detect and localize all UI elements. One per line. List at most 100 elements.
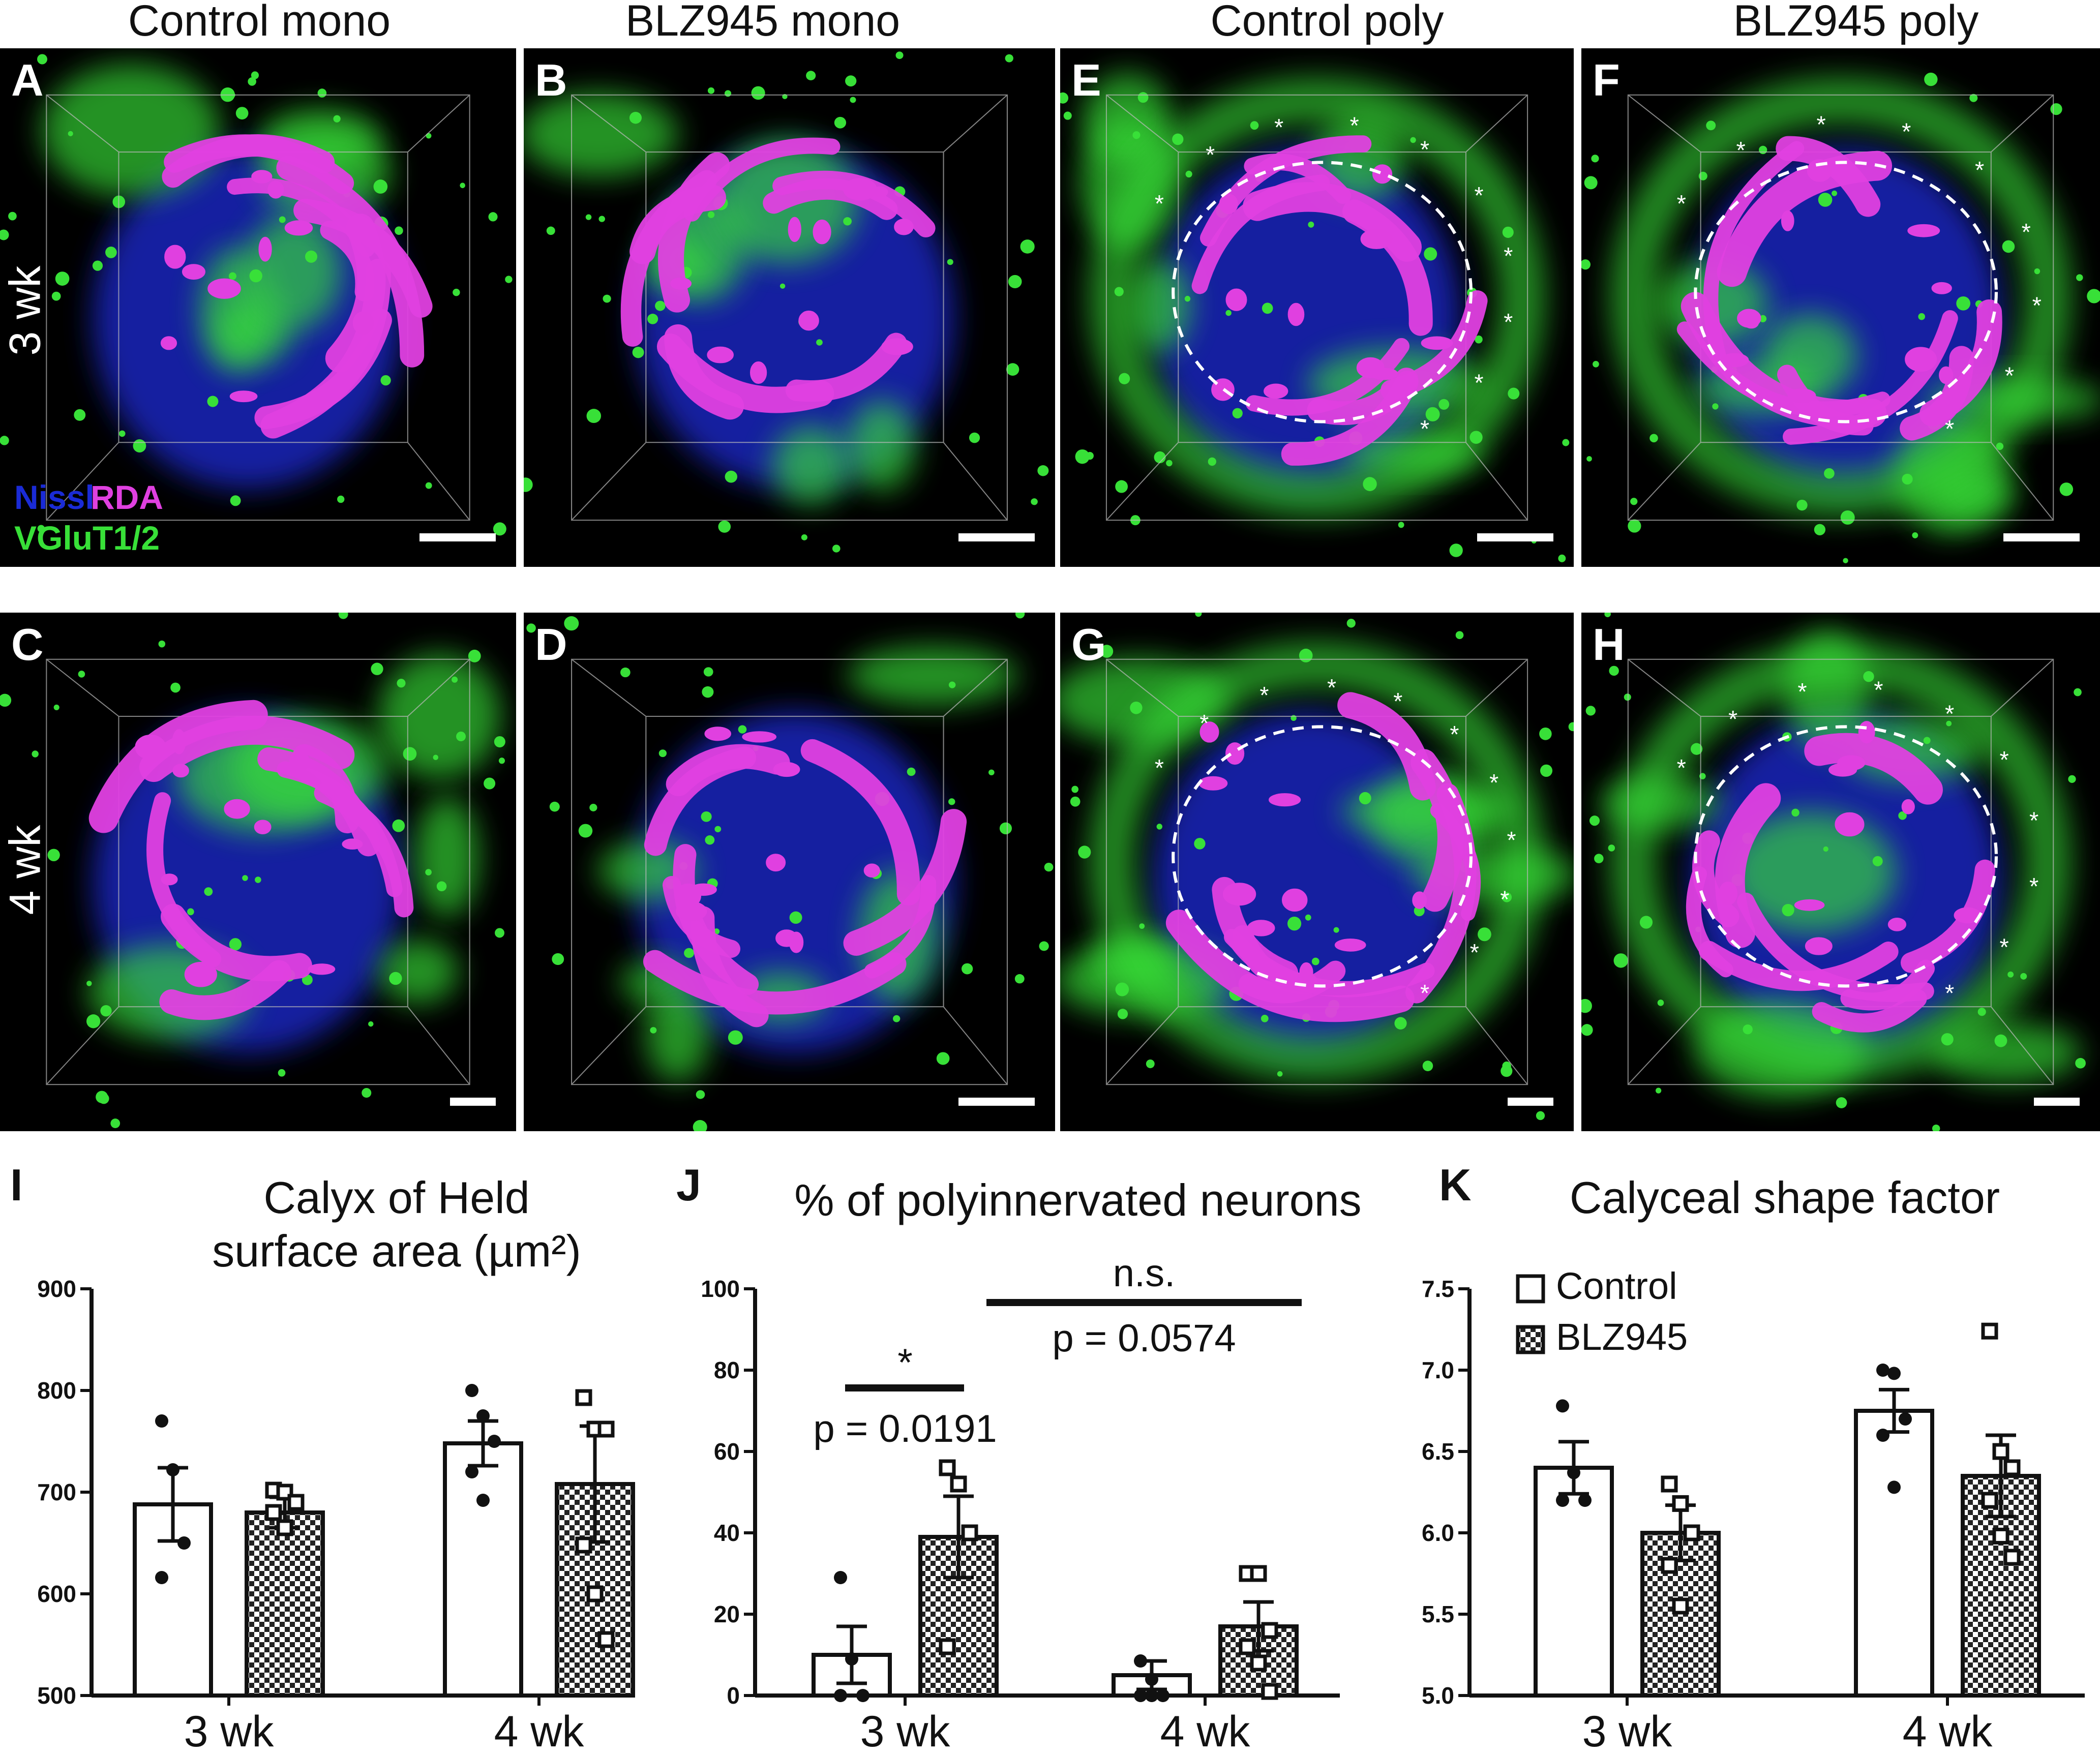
panel-letter: C [11,619,44,670]
vglut-punctum [1146,1060,1155,1069]
vglut-punctum [1287,916,1302,931]
vglut-punctum [1581,998,1592,1013]
vglut-asterisk: * [1199,710,1209,736]
point-control [1876,1364,1889,1377]
vglut-punctum [494,736,505,748]
vglut-asterisk: * [1206,142,1215,168]
vglut-punctum [1475,335,1483,344]
vglut-punctum [1843,558,1848,563]
vglut-punctum [1071,785,1078,793]
y-tick-label: 800 [37,1377,76,1404]
y-tick-label: 20 [714,1601,740,1627]
vglut-punctum [650,1027,657,1034]
point-control [1567,1466,1580,1479]
vglut-punctum [1657,1000,1664,1006]
calyx-bouton [788,217,801,242]
postsynaptic-outline [1694,725,1998,988]
calyx-bouton [1287,302,1305,326]
vglut-punctum [1501,1065,1513,1077]
p-value-4wk: p = 0.0574 [1052,1317,1236,1360]
vglut-punctum [714,826,722,833]
row-label-4wk: 4 wk [1,825,50,915]
vglut-asterisk: * [1945,415,1954,442]
calyx-bouton [766,854,786,872]
calyx-bouton [172,764,189,778]
vglut-asterisk: * [1507,827,1516,853]
vglut-punctum [1166,460,1173,467]
vglut-punctum [1912,532,1918,538]
render-bounding-box [1105,94,1528,521]
vglut-punctum [1394,1017,1407,1030]
vglut-punctum [1562,439,1570,446]
x-category-label: 3 wk [860,1707,951,1755]
vglut-punctum [2020,973,2027,980]
vglut-punctum [586,409,602,423]
calyx-bouton [1222,883,1256,906]
vglut-punctum [850,97,856,103]
vglut-punctum [1063,111,1072,120]
point-blz945 [1981,1492,1998,1509]
vglut-punctum [436,881,447,892]
calyx-bouton [1931,282,1952,294]
graph-title-j: % of polyinnervated neurons [794,1175,1362,1225]
point-blz945 [939,1638,956,1655]
x-category-label: 4 wk [494,1707,585,1755]
vglut-punctum [2002,240,2015,253]
calyx-branch [162,134,335,188]
y-tick-label: 5.5 [1422,1601,1454,1627]
vglut-punctum [1613,953,1628,968]
calyx-bouton [863,863,880,877]
vglut-punctum [1422,1061,1433,1071]
calyx-branch [1703,141,1805,365]
vglut-punctum [1305,914,1311,921]
calyx-bouton [1794,899,1825,911]
panel-letter: F [1593,55,1620,105]
y-tick-label: 80 [714,1357,740,1383]
vglut-punctum [1114,287,1124,296]
vglut-asterisk: * [1474,182,1483,208]
vglut-cluster [1125,258,1191,353]
point-control [155,1414,168,1428]
vglut-punctum [693,1120,707,1131]
point-blz945 [1239,1638,1256,1655]
vglut-punctum [816,339,823,346]
vglut-punctum [1455,631,1464,640]
calyx-bouton [1412,891,1427,909]
vglut-punctum [1712,403,1719,410]
vglut-punctum [1311,957,1319,965]
vglut-punctum [1014,974,1025,984]
calyx-bouton [172,729,186,754]
vglut-punctum [1540,764,1553,777]
vglut-punctum [2050,103,2062,115]
vglut-punctum [1194,838,1206,850]
point-blz945 [597,1420,615,1438]
vglut-asterisk: * [1474,370,1483,396]
vglut-punctum [37,525,45,533]
vglut-punctum [251,71,259,79]
vglut-punctum [279,216,286,223]
vglut-cluster [848,400,916,492]
panel-letter: B [535,55,567,105]
vglut-punctum [947,259,953,265]
point-control [1134,1654,1147,1668]
vglut-asterisk: * [1470,939,1479,965]
vglut-punctum [2034,268,2041,275]
vglut-asterisk: * [1797,679,1807,705]
vglut-punctum [1698,171,1707,180]
vglut-punctum [68,131,73,136]
rda-calyx [88,700,414,1020]
vglut-punctum [1941,1033,1954,1046]
vglut-punctum [1086,451,1094,460]
vglut-punctum [1628,519,1641,533]
vglut-asterisk: * [1677,754,1686,781]
point-blz945 [2003,1549,2021,1566]
vglut-ring [1088,641,1546,1082]
calyx-branch [260,258,391,439]
vglut-asterisk: * [1420,415,1429,442]
vglut-asterisk: * [1945,980,1954,1006]
vglut-punctum [204,887,213,896]
vglut-punctum [1649,434,1658,443]
calyx-bouton [1805,937,1833,955]
calyx-bouton [1334,939,1366,952]
vglut-punctum [1020,239,1035,254]
